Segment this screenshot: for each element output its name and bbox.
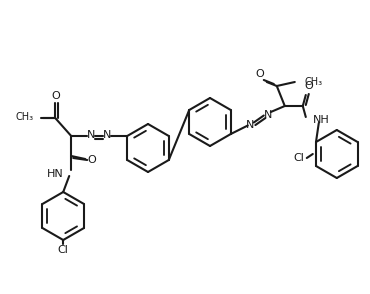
Text: Cl: Cl: [293, 153, 304, 163]
Text: N: N: [103, 130, 111, 140]
Text: O: O: [305, 81, 313, 91]
Text: N: N: [246, 120, 254, 130]
Text: CH₃: CH₃: [305, 77, 323, 87]
Text: O: O: [88, 155, 97, 165]
Text: O: O: [52, 91, 61, 101]
Text: Cl: Cl: [58, 245, 69, 255]
Text: N: N: [263, 110, 272, 120]
Text: CH₃: CH₃: [15, 112, 33, 122]
Text: N: N: [87, 130, 95, 140]
Text: NH: NH: [313, 115, 330, 125]
Text: O: O: [255, 69, 264, 79]
Text: HN: HN: [47, 169, 63, 179]
